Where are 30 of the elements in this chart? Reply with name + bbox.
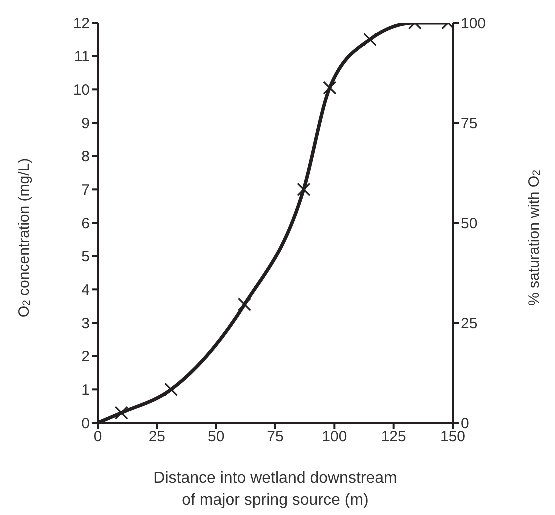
x-tick-label: 0 [94,428,102,446]
point [297,182,311,196]
y-tick-label: 12 [73,15,90,32]
y-tick-label: 7 [82,182,90,199]
point [238,298,252,312]
x-tick-label: 75 [267,428,284,446]
y2-tick-label: 75 [461,115,478,132]
y-tick-label: 5 [82,248,90,266]
y-tick-label: 3 [82,315,90,332]
x-tick-label: 50 [208,428,225,446]
x-axis-title: Distance into wetland downstream of major spring source (m) [154,470,398,509]
y-tick-label: 9 [82,115,90,132]
y-tick-label: 0 [82,415,90,432]
y-tick-label: 10 [73,82,90,99]
x-tick-label: 100 [322,428,348,446]
point [323,81,337,95]
y-tick-label: 2 [82,348,90,366]
y2-tick-label: 50 [461,215,478,232]
y2-tick-label: 100 [461,15,486,32]
point [164,382,178,396]
x-tick-label: 125 [381,428,406,446]
y-tick-label: 8 [82,148,90,166]
y-tick-label: 11 [74,48,90,66]
y-tick-label: 4 [82,282,90,299]
y-tick-label: 6 [82,215,90,232]
point [114,406,128,420]
point [363,32,377,46]
y2-tick-label: 25 [461,315,478,332]
x-tick-label: 25 [148,428,166,446]
y-tick-label: 1 [82,382,90,399]
